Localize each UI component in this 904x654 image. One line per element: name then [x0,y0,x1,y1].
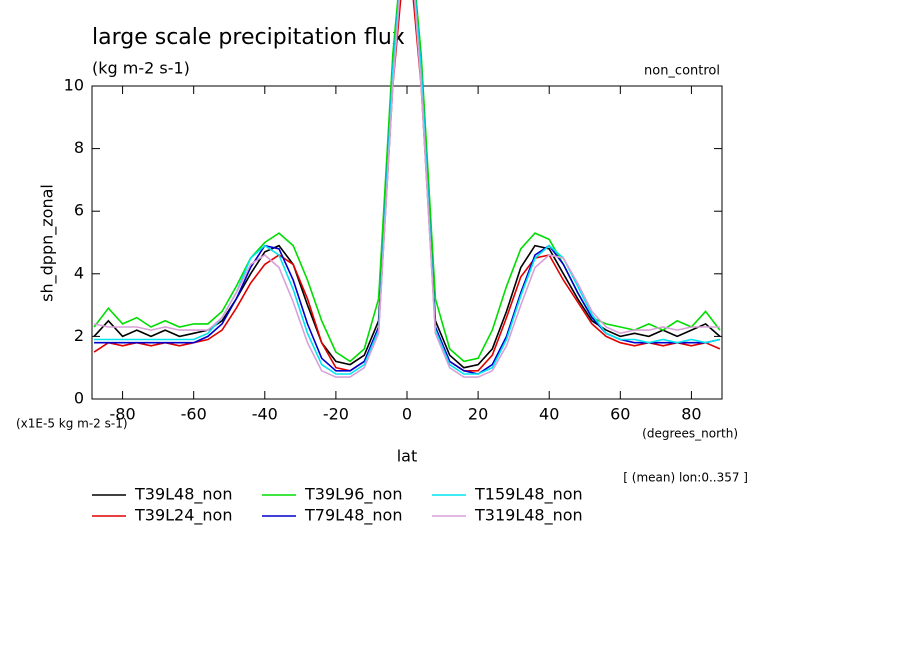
data-line [93,0,720,378]
legend-label: T39L96_non [304,485,402,505]
data-line [94,0,721,375]
annotation: non_control [644,64,720,79]
plot-frame [91,85,723,400]
x-tick-label: -60 [181,405,207,424]
x-tick-label: -80 [110,405,136,424]
y-axis-label: sh_dppn_zonal [38,184,58,302]
legend-label: T39L48_non [134,485,232,505]
legend-label: T159L48_non [474,485,583,505]
y-tick-label: 4 [74,263,84,282]
chart-title: large scale precipitation flux [92,25,405,50]
legend-label: T79L48_non [304,506,402,526]
x-tick-label: 40 [539,405,559,424]
x-units: (degrees_north) [642,427,738,441]
y-tick-label: 6 [74,201,84,220]
y-units: (x1E-5 kg m-2 s-1) [16,417,128,431]
y-tick-label: 8 [74,138,84,157]
footnote: [ (mean) lon:0..357 ] [623,471,748,485]
x-axis-label: lat [397,447,418,466]
x-tick-label: 60 [610,405,630,424]
data-line [93,0,721,369]
x-tick-label: -20 [323,405,349,424]
x-tick-label: 0 [402,405,412,424]
chart-subtitle: (kg m-2 s-1) [92,59,190,78]
y-tick-label: 0 [74,389,84,408]
data-line [93,0,721,363]
data-line [93,0,721,372]
x-tick-label: 20 [468,405,488,424]
y-tick-label: 2 [74,326,84,345]
y-tick-label: 10 [64,76,84,95]
x-tick-label: 80 [681,405,701,424]
legend-label: T319L48_non [474,506,583,526]
legend-label: T39L24_non [134,506,232,526]
plot-area [93,0,721,378]
x-tick-label: -40 [252,405,278,424]
data-line [94,0,721,375]
